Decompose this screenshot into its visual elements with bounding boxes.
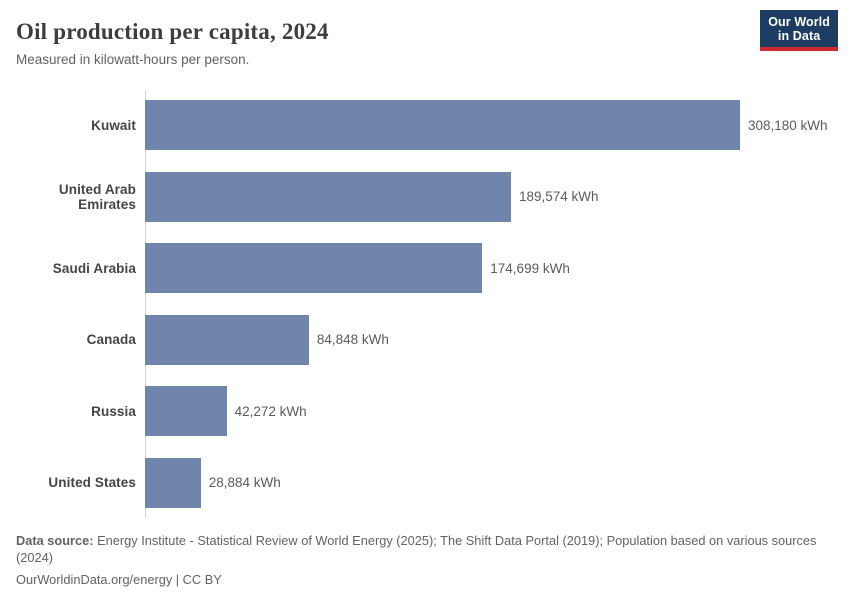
category-label: Saudi Arabia — [52, 260, 136, 276]
owid-logo-line2: in Data — [777, 29, 821, 43]
bar[interactable] — [145, 314, 309, 365]
category-label: Kuwait — [91, 117, 136, 133]
bar-row: United States 28,884 kWh — [0, 457, 850, 508]
value-label: 308,180 kWh — [748, 117, 828, 133]
bar-row: Saudi Arabia 174,699 kWh — [0, 243, 850, 293]
value-label: 28,884 kWh — [208, 475, 281, 490]
data-source-label: Data source: — [16, 533, 94, 548]
bar[interactable] — [145, 386, 227, 436]
bar[interactable] — [145, 457, 201, 508]
value-label: 42,272 kWh — [234, 403, 307, 419]
bar[interactable] — [145, 243, 483, 293]
value-label: 84,848 kWh — [316, 332, 389, 347]
value-label: 174,699 kWh — [490, 260, 570, 276]
bar[interactable] — [145, 100, 740, 150]
owid-logo-line1: Our World — [768, 15, 830, 29]
category-label: United States — [48, 475, 136, 490]
chart-rows: Kuwait 308,180 kWh United Arab Emirates 189… — [0, 100, 850, 508]
bar-row: Canada 84,848 kWh — [0, 314, 850, 365]
page-title: Oil production per capita, 2024 — [16, 19, 329, 44]
bar-chart: Kuwait 308,180 kWh United Arab Emirates 189… — [0, 90, 850, 518]
category-label: Russia — [91, 403, 136, 419]
bar-row: United Arab Emirates 189,574 kWh — [0, 171, 850, 222]
bar-row: Russia 42,272 kWh — [0, 386, 850, 436]
bar-row: Kuwait 308,180 kWh — [0, 100, 850, 150]
owid-url-license: OurWorldinData.org/energy | CC BY — [16, 572, 222, 587]
chart-footer: Data source: Energy Institute - Statisti… — [0, 532, 850, 588]
bar[interactable] — [145, 171, 511, 222]
category-label: United Arab Emirates — [58, 181, 136, 212]
value-label: 189,574 kWh — [519, 189, 599, 204]
chart-subtitle: Measured in kilowatt-hours per person. — [16, 52, 250, 67]
data-source-note: Data source: Energy Institute - Statisti… — [16, 532, 834, 566]
category-label: Canada — [86, 332, 136, 347]
owid-logo[interactable]: Our World in Data — [760, 10, 838, 51]
data-source-text: Energy Institute - Statistical Review of… — [16, 533, 817, 565]
y-axis-line — [145, 90, 146, 518]
chart-header: Oil production per capita, 2024 Measured… — [0, 0, 850, 68]
